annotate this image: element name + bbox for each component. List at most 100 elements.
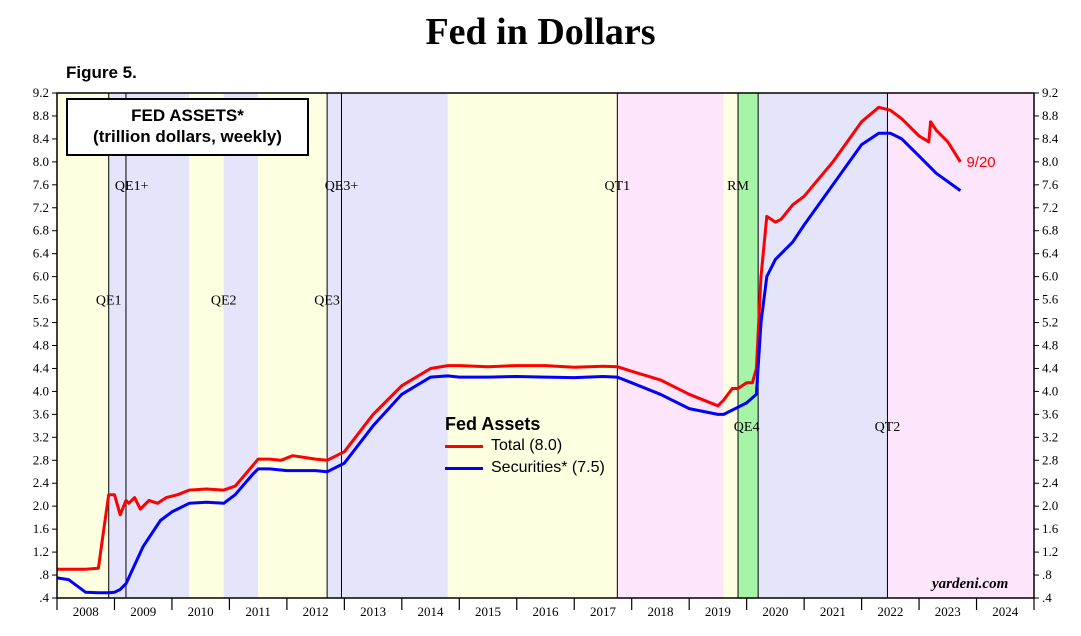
event-labels: QE1+ QE1 QE2 QE3+ QE3 QT1 RM QE4 QT2 xyxy=(96,179,900,435)
x-tick-label: 2019 xyxy=(705,604,731,619)
y-tick-label-right: 2.8 xyxy=(1042,452,1058,467)
legend-label-securities: Securities* (7.5) xyxy=(491,459,605,476)
legend-swatch-securities xyxy=(445,466,483,470)
y-tick-label: 4.8 xyxy=(33,338,49,353)
chart-title: Fed in Dollars xyxy=(425,11,656,53)
y-tick-label-right: 5.2 xyxy=(1042,315,1058,330)
y-tick-label-right: 4.0 xyxy=(1042,383,1058,398)
y-tick-label-right: 9.2 xyxy=(1042,85,1058,100)
data-series xyxy=(56,105,962,595)
y-tick-label: 1.2 xyxy=(33,544,49,559)
series-legend: Fed Assets Total (8.0) Securities* (7.5) xyxy=(445,414,605,479)
y-tick-label: 2.4 xyxy=(33,475,50,490)
event-label: QE4 xyxy=(734,420,760,435)
y-tick-label: 4.0 xyxy=(33,383,49,398)
y-tick-label-right: 2.4 xyxy=(1042,475,1059,490)
region-band xyxy=(723,93,739,598)
x-tick-label: 2015 xyxy=(475,604,501,619)
region-band xyxy=(887,93,1034,598)
y-tick-label-right: 3.6 xyxy=(1042,406,1059,421)
event-label: QE3+ xyxy=(325,179,359,194)
y-tick-label: .8 xyxy=(39,567,49,582)
y-tick-label-right: 4.8 xyxy=(1042,338,1058,353)
y-tick-label-right: 4.4 xyxy=(1042,360,1059,375)
region-band xyxy=(258,93,328,598)
x-tick-label: 2017 xyxy=(590,604,617,619)
chart-subtitle-box: FED ASSETS* (trillion dollars, weekly) xyxy=(66,98,309,156)
y-tick-label: 8.4 xyxy=(33,131,50,146)
subtitle-line-1: FED ASSETS* xyxy=(131,106,244,125)
y-tick-label: 1.6 xyxy=(33,521,50,536)
y-tick-label: 3.2 xyxy=(33,429,49,444)
x-axis: 2008 2009 2010 2011 2012 2013 2014 2015 2016 2017… xyxy=(56,598,1035,619)
x-tick-label: 2009 xyxy=(130,604,156,619)
legend-title: Fed Assets xyxy=(445,414,541,434)
y-tick-label: 2.0 xyxy=(33,498,49,513)
legend-item-securities: Securities* (7.5) xyxy=(445,457,605,479)
x-tick-label: 2020 xyxy=(762,604,788,619)
background-bands xyxy=(57,93,1034,598)
x-tick-label: 2016 xyxy=(533,604,560,619)
region-band xyxy=(758,93,888,598)
figure-label: Figure 5. xyxy=(66,63,137,82)
y-axis-right: 9.2 8.8 8.4 8.0 7.6 7.2 6.8 6.4 6.0 5.6 5.2 4.8 4.4 4… xyxy=(1034,85,1059,605)
y-tick-label: 2.8 xyxy=(33,452,49,467)
region-band xyxy=(447,93,618,598)
region-band xyxy=(738,93,759,598)
y-tick-label-right: 6.4 xyxy=(1042,246,1059,261)
event-label: QE2 xyxy=(211,294,237,309)
y-tick-label-right: 8.0 xyxy=(1042,154,1058,169)
y-tick-label-right: 1.6 xyxy=(1042,521,1059,536)
y-tick-label-right: 2.0 xyxy=(1042,498,1058,513)
y-tick-label-right: .8 xyxy=(1042,567,1052,582)
event-label: QE1 xyxy=(96,294,122,309)
region-band xyxy=(189,93,224,598)
y-tick-label: .4 xyxy=(39,590,49,605)
y-tick-label-right: .4 xyxy=(1042,590,1052,605)
y-tick-label-right: 7.2 xyxy=(1042,200,1058,215)
legend-label-total: Total (8.0) xyxy=(491,437,563,454)
y-tick-label: 6.0 xyxy=(33,269,49,284)
x-tick-label: 2022 xyxy=(877,604,903,619)
y-tick-label: 9.2 xyxy=(33,85,49,100)
y-tick-label-right: 1.2 xyxy=(1042,544,1058,559)
legend-swatch-total xyxy=(445,444,483,448)
end-date-label: 9/20 xyxy=(966,154,995,171)
region-band xyxy=(223,93,259,598)
event-label: QT1 xyxy=(605,179,631,194)
y-tick-label-right: 8.4 xyxy=(1042,131,1059,146)
y-tick-label: 4.4 xyxy=(33,360,50,375)
y-tick-label: 8.8 xyxy=(33,108,49,123)
y-tick-label: 7.6 xyxy=(33,177,50,192)
x-tick-label: 2010 xyxy=(188,604,214,619)
y-tick-label-right: 6.0 xyxy=(1042,269,1058,284)
region-band xyxy=(327,93,448,598)
event-label: RM xyxy=(727,179,749,194)
y-tick-label: 8.0 xyxy=(33,154,49,169)
x-tick-label: 2011 xyxy=(245,604,271,619)
x-tick-label: 2021 xyxy=(820,604,846,619)
event-label: QE1+ xyxy=(115,179,149,194)
y-tick-label: 6.4 xyxy=(33,246,50,261)
region-band xyxy=(617,93,724,598)
y-tick-label: 5.6 xyxy=(33,292,50,307)
x-tick-label: 2014 xyxy=(418,604,445,619)
series-line-securities xyxy=(56,131,962,595)
x-tick-label: 2008 xyxy=(73,604,99,619)
x-tick-label: 2013 xyxy=(360,604,386,619)
subtitle-line-2: (trillion dollars, weekly) xyxy=(93,127,282,146)
y-tick-label-right: 3.2 xyxy=(1042,429,1058,444)
region-band xyxy=(108,93,190,598)
y-tick-label-right: 5.6 xyxy=(1042,292,1059,307)
event-label: QT2 xyxy=(875,420,901,435)
y-tick-label-right: 6.8 xyxy=(1042,223,1058,238)
y-axis-left: 9.2 8.8 8.4 8.0 7.6 7.2 6.8 6.4 6.0 5.6 5.2 4.8 4.4 4… xyxy=(33,85,57,605)
y-tick-label-right: 8.8 xyxy=(1042,108,1058,123)
y-tick-label-right: 7.6 xyxy=(1042,177,1059,192)
x-tick-label: 2012 xyxy=(303,604,329,619)
source-credit: yardeni.com xyxy=(932,576,1009,592)
legend-item-total: Total (8.0) xyxy=(445,435,605,457)
x-tick-label: 2018 xyxy=(647,604,673,619)
y-tick-label: 6.8 xyxy=(33,223,49,238)
